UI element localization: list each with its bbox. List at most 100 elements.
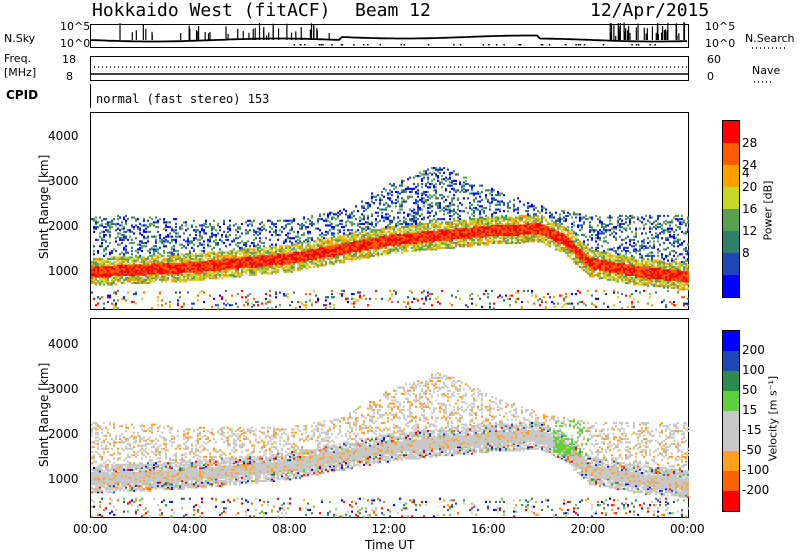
heat-cell bbox=[523, 226, 525, 229]
heat-cell bbox=[165, 267, 167, 270]
heat-cell bbox=[437, 246, 439, 249]
heat-cell bbox=[369, 256, 371, 259]
nsearch-dot bbox=[362, 44, 365, 46]
heat-cell bbox=[249, 254, 251, 257]
heat-cell bbox=[239, 259, 241, 262]
heat-cell bbox=[103, 270, 105, 273]
heat-cell bbox=[377, 243, 379, 246]
heat-cell bbox=[289, 264, 291, 267]
heat-cell bbox=[299, 246, 301, 249]
heat-cell bbox=[209, 240, 211, 243]
heat-cell bbox=[125, 265, 127, 268]
heat-cell bbox=[459, 218, 461, 221]
heat-cell bbox=[169, 273, 171, 276]
heat-cell bbox=[149, 259, 151, 262]
heat-cell bbox=[445, 234, 447, 237]
heat-cell bbox=[175, 269, 177, 272]
heat-cell bbox=[165, 221, 167, 224]
heat-cell bbox=[275, 265, 277, 268]
heat-cell bbox=[347, 216, 349, 219]
heat-cell bbox=[507, 218, 509, 221]
heat-cell bbox=[321, 251, 323, 254]
heat-cell bbox=[109, 264, 111, 267]
heat-cell bbox=[505, 234, 507, 237]
heat-cell bbox=[415, 198, 417, 201]
heat-cell bbox=[331, 296, 333, 299]
heat-cell bbox=[383, 195, 385, 198]
heat-cell bbox=[415, 242, 417, 245]
heat-cell bbox=[193, 302, 195, 305]
heat-cell bbox=[331, 253, 333, 256]
heat-cell bbox=[263, 245, 265, 248]
heat-cell bbox=[235, 229, 237, 232]
heat-cell bbox=[457, 216, 459, 219]
heat-cell bbox=[499, 230, 501, 233]
heat-cell bbox=[359, 242, 361, 245]
heat-cell bbox=[143, 219, 145, 222]
heat-cell bbox=[267, 307, 269, 310]
heat-cell bbox=[373, 243, 375, 246]
heat-cell bbox=[387, 238, 389, 241]
heat-cell bbox=[329, 211, 331, 214]
heat-cell bbox=[437, 301, 439, 304]
heat-cell bbox=[207, 253, 209, 256]
heat-cell bbox=[411, 232, 413, 235]
heat-cell bbox=[455, 211, 457, 214]
heat-cell bbox=[217, 304, 219, 307]
heat-cell bbox=[121, 281, 123, 284]
heat-cell bbox=[283, 254, 285, 257]
heat-cell bbox=[317, 238, 319, 241]
heat-cell bbox=[367, 253, 369, 256]
heat-cell bbox=[281, 265, 283, 268]
heat-cell bbox=[239, 227, 241, 230]
heat-cell bbox=[391, 219, 393, 222]
heat-cell bbox=[503, 237, 505, 240]
heat-cell bbox=[513, 203, 515, 206]
heat-cell bbox=[237, 242, 239, 245]
heat-cell bbox=[145, 278, 147, 281]
heat-cell bbox=[509, 206, 511, 209]
heat-cell bbox=[471, 240, 473, 243]
heat-cell bbox=[101, 219, 103, 222]
heat-cell bbox=[431, 234, 433, 237]
heat-cell bbox=[341, 240, 343, 243]
heat-cell bbox=[387, 227, 389, 230]
heat-cell bbox=[339, 210, 341, 213]
heat-cell bbox=[353, 256, 355, 259]
heat-cell bbox=[117, 214, 119, 217]
heat-cell bbox=[153, 265, 155, 268]
heat-cell bbox=[173, 275, 175, 278]
heat-cell bbox=[297, 259, 299, 262]
heat-cell bbox=[243, 253, 245, 256]
heat-cell bbox=[99, 267, 101, 270]
heat-cell bbox=[301, 227, 303, 230]
heat-cell bbox=[371, 240, 373, 243]
heat-cell bbox=[351, 302, 353, 305]
heat-cell bbox=[209, 272, 211, 275]
heat-cell bbox=[455, 222, 457, 225]
heat-cell bbox=[301, 265, 303, 268]
heat-cell bbox=[323, 253, 325, 256]
heat-cell bbox=[477, 243, 479, 246]
heat-cell bbox=[157, 264, 159, 267]
heat-cell bbox=[129, 242, 131, 245]
heat-cell bbox=[299, 237, 301, 240]
heat-cell bbox=[423, 222, 425, 225]
heat-cell bbox=[209, 235, 211, 238]
heat-cell bbox=[183, 275, 185, 278]
heat-cell bbox=[457, 243, 459, 246]
heat-cell bbox=[353, 301, 355, 304]
heat-cell bbox=[331, 216, 333, 219]
heat-cell bbox=[255, 237, 257, 240]
heat-cell bbox=[259, 229, 261, 232]
heat-cell bbox=[287, 235, 289, 238]
heat-cell bbox=[241, 261, 243, 264]
heat-cell bbox=[255, 265, 257, 268]
heat-cell bbox=[211, 265, 213, 268]
heat-cell bbox=[189, 234, 191, 237]
heat-cell bbox=[509, 222, 511, 225]
heat-cell bbox=[177, 273, 179, 276]
heat-cell bbox=[449, 232, 451, 235]
heat-cell bbox=[471, 235, 473, 238]
heat-cell bbox=[507, 202, 509, 205]
